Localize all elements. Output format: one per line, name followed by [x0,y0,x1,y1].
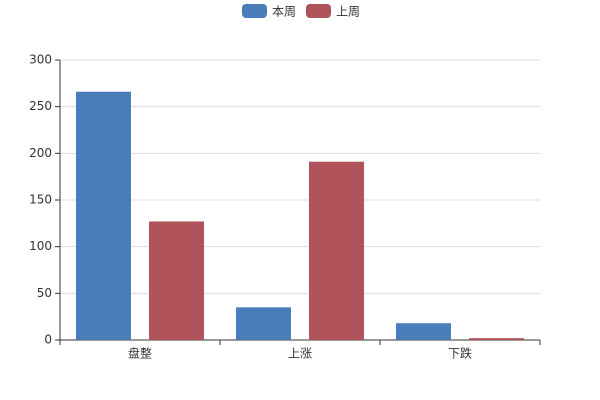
legend-swatch [242,4,267,18]
bar [76,91,131,340]
legend-swatch [306,4,331,18]
bar [236,307,291,340]
x-tick-label: 下跌 [448,346,472,361]
x-tick-label: 上涨 [288,346,312,361]
bar [469,338,524,340]
y-tick-label: 100 [29,239,52,253]
bar [396,323,451,340]
bar [309,161,364,340]
y-tick-label: 50 [37,286,52,300]
y-tick-label: 250 [29,99,52,113]
y-tick-label: 300 [29,53,52,67]
legend-label: 本周 [272,5,296,19]
y-tick-label: 0 [44,333,52,347]
legend-label: 上周 [336,5,360,19]
y-tick-label: 200 [29,146,52,160]
x-tick-label: 盘整 [128,346,152,361]
bar [149,221,204,340]
y-tick-label: 150 [29,193,52,207]
